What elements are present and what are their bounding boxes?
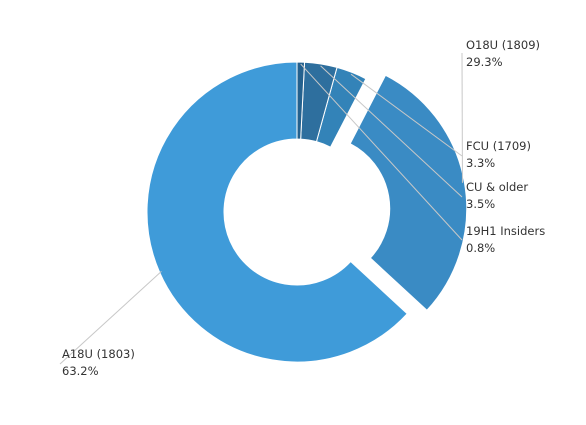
leader-line-a18u-1803	[59, 270, 162, 365]
donut-slices	[146, 61, 468, 363]
slice-percent-fcu: 3.3%	[466, 156, 495, 170]
slice-label-19h1-insiders: 19H1 Insiders	[466, 224, 545, 238]
leader-line-cu-and-older	[320, 65, 463, 198]
slice-19h1-insiders[interactable]	[296, 61, 306, 140]
slice-o18u-1809[interactable]	[349, 74, 468, 311]
slice-percent-a18u: 63.2%	[62, 364, 99, 378]
slice-label-fcu: FCU (1709)	[466, 139, 531, 153]
slice-percent-cu-older: 3.5%	[466, 197, 495, 211]
leader-line-19h1-insiders	[300, 63, 463, 241]
leader-lines	[59, 52, 463, 365]
slice-label-a18u: A18U (1803)	[62, 347, 135, 361]
slice-a18u-1803[interactable]	[146, 61, 408, 363]
slice-percent-o18u: 29.3%	[466, 55, 503, 69]
slice-label-o18u: O18U (1809)	[466, 38, 540, 52]
slice-label-cu-older: CU & older	[466, 180, 528, 194]
slice-percent-19h1-insiders: 0.8%	[466, 241, 495, 255]
leader-line-fcu-1709	[350, 73, 463, 157]
